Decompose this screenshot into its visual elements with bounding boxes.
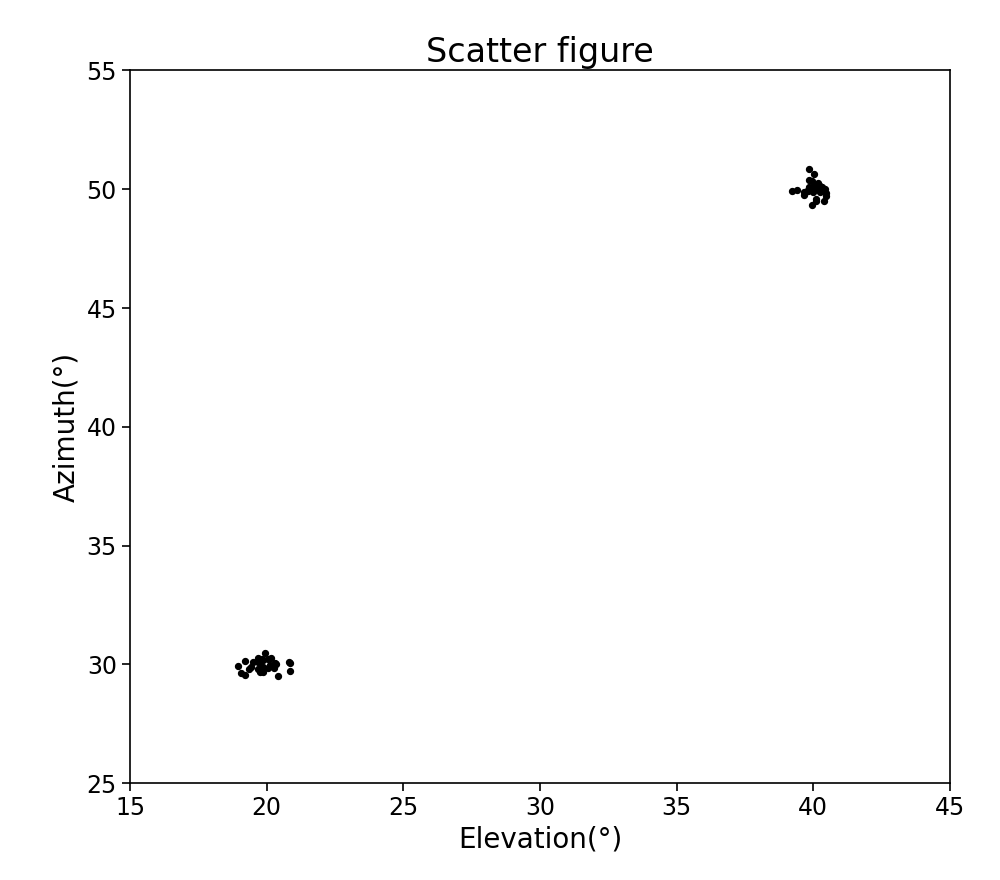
Point [230, 659, 246, 673]
Point [267, 656, 283, 671]
Point [796, 188, 812, 202]
Point [784, 184, 800, 198]
Point [268, 657, 284, 671]
Point [799, 184, 815, 198]
Point [250, 662, 266, 676]
Point [805, 180, 821, 194]
Point [801, 180, 817, 194]
Point [250, 651, 266, 665]
Point [241, 663, 257, 677]
Point [252, 656, 268, 671]
Point [801, 181, 817, 195]
Point [805, 185, 821, 199]
Point [257, 646, 273, 660]
Point [264, 659, 280, 673]
Point [250, 656, 266, 670]
Point [808, 194, 824, 208]
Point [806, 166, 822, 180]
Point [255, 660, 271, 674]
Point [808, 182, 824, 196]
Point [816, 194, 832, 209]
Point [804, 198, 820, 212]
Point [260, 652, 276, 666]
Point [800, 184, 816, 198]
Point [801, 162, 817, 176]
Point [252, 653, 268, 667]
Point [252, 665, 268, 679]
Point [818, 186, 834, 200]
Point [817, 181, 833, 195]
Point [262, 658, 278, 672]
Point [810, 176, 826, 190]
Point [237, 654, 253, 668]
Point [282, 656, 298, 671]
Point [812, 186, 828, 200]
Point [806, 180, 822, 194]
Point [789, 183, 805, 197]
Point [808, 182, 824, 196]
X-axis label: Elevation(°): Elevation(°) [458, 826, 622, 854]
Point [814, 180, 830, 194]
Point [270, 669, 286, 683]
Y-axis label: Azimuth(°): Azimuth(°) [53, 352, 81, 502]
Point [266, 661, 282, 675]
Point [813, 182, 829, 196]
Point [803, 180, 819, 194]
Point [281, 656, 297, 670]
Point [243, 660, 259, 674]
Point [282, 664, 298, 678]
Point [796, 185, 812, 199]
Point [804, 174, 820, 188]
Point [801, 172, 817, 187]
Point [812, 179, 828, 193]
Point [263, 651, 279, 665]
Point [818, 189, 834, 203]
Title: Scatter figure: Scatter figure [426, 36, 654, 69]
Point [233, 666, 249, 680]
Point [237, 668, 253, 682]
Point [260, 662, 276, 676]
Point [245, 656, 261, 670]
Point [254, 651, 270, 665]
Point [808, 192, 824, 206]
Point [255, 664, 271, 678]
Point [255, 652, 271, 666]
